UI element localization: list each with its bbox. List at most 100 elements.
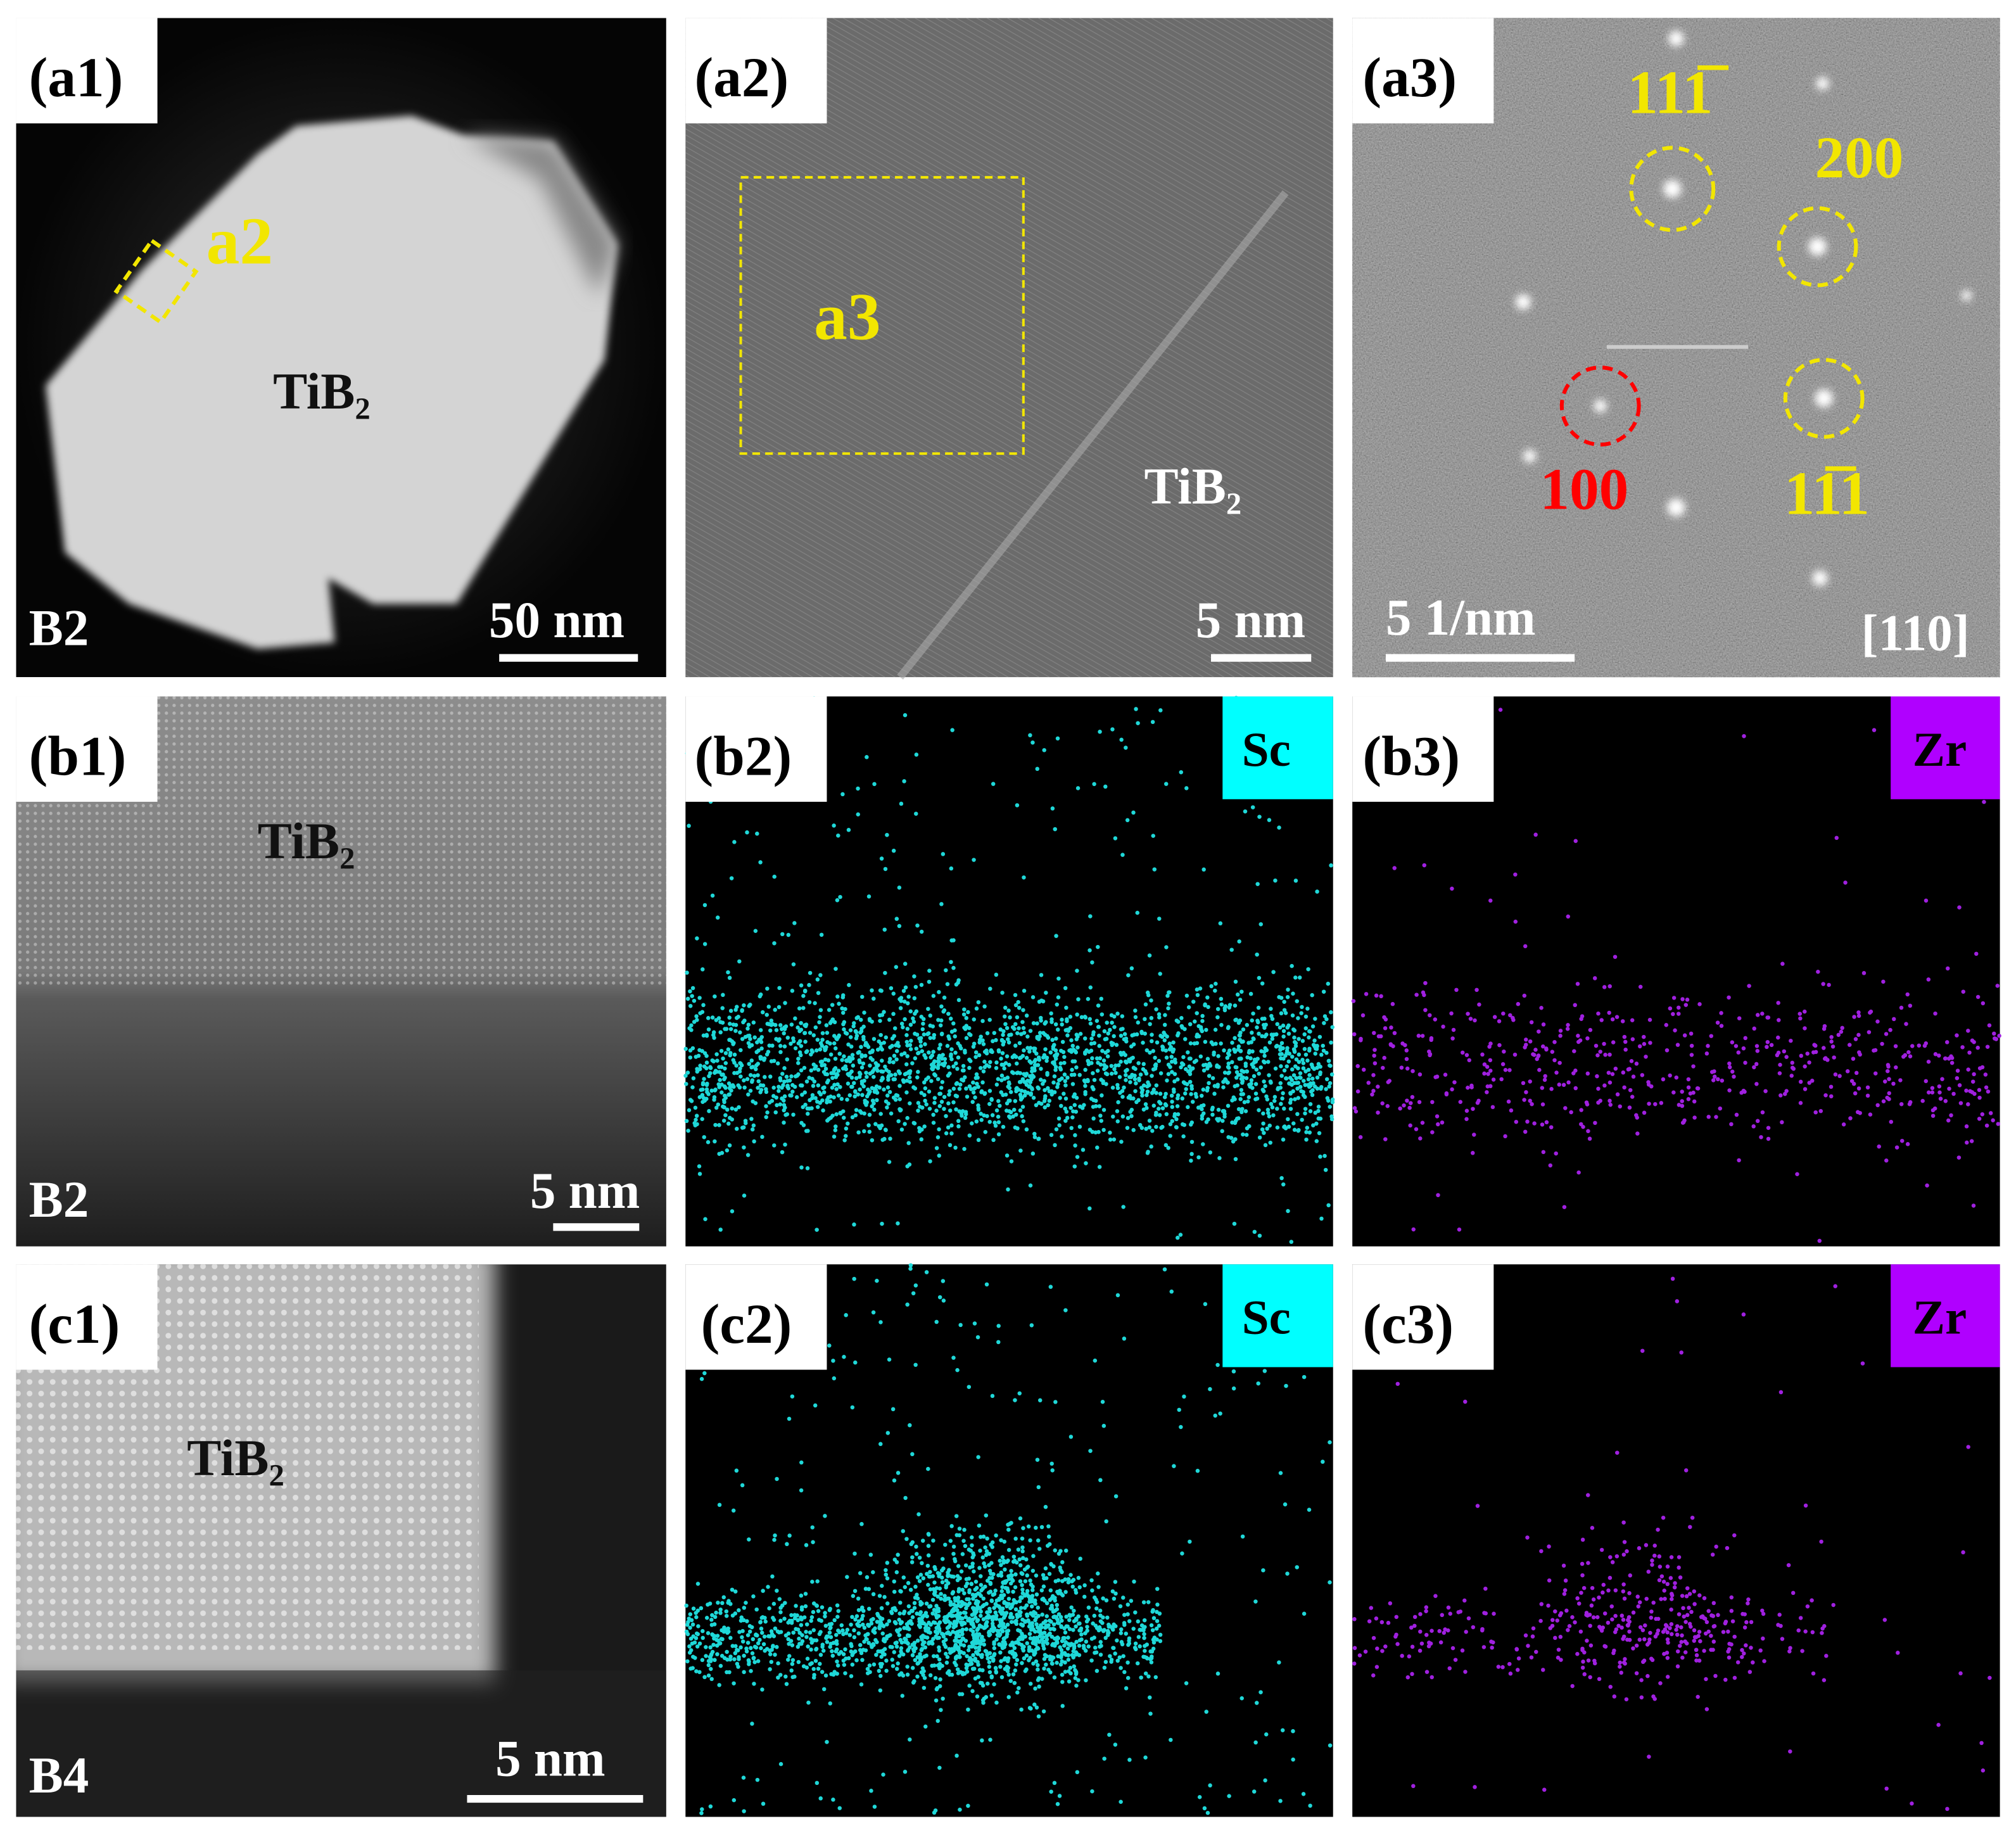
eds-dot xyxy=(701,1635,705,1640)
eds-dot xyxy=(1260,1127,1265,1132)
eds-dot xyxy=(846,1081,851,1086)
eds-dot xyxy=(1124,1631,1128,1636)
eds-dot xyxy=(941,1696,945,1701)
eds-dot xyxy=(720,1637,725,1642)
eds-dot xyxy=(1686,1097,1691,1101)
eds-dot xyxy=(1034,1705,1039,1710)
eds-dot xyxy=(970,1640,975,1645)
eds-dot xyxy=(956,1589,961,1594)
eds-dot xyxy=(1029,1582,1034,1587)
eds-dot xyxy=(1143,1625,1147,1629)
eds-dot xyxy=(823,1673,828,1678)
eds-dot xyxy=(980,1080,985,1085)
eds-dot xyxy=(903,713,908,718)
eds-dot xyxy=(854,1036,859,1041)
eds-dot xyxy=(916,1108,920,1113)
eds-dot xyxy=(990,1050,994,1055)
eds-dot xyxy=(1011,1672,1016,1677)
eds-dot xyxy=(902,999,907,1004)
eds-dot xyxy=(970,1543,974,1548)
eds-dot xyxy=(1642,1034,1646,1039)
eds-dot xyxy=(1279,996,1284,1000)
eds-dot xyxy=(706,1016,711,1020)
eds-dot xyxy=(750,1127,755,1132)
eds-dot xyxy=(910,1452,915,1457)
eds-dot xyxy=(1030,1588,1035,1592)
eds-dot xyxy=(951,1622,956,1627)
eds-dot xyxy=(1001,1042,1006,1047)
eds-dot xyxy=(1102,1756,1106,1761)
eds-dot xyxy=(1146,1150,1150,1154)
eds-dot xyxy=(903,1122,907,1126)
eds-dot xyxy=(1180,1551,1184,1556)
eds-dot xyxy=(944,1114,948,1119)
eds-dot xyxy=(992,1120,997,1125)
eds-dot xyxy=(963,1544,968,1549)
eds-dot xyxy=(1287,1051,1292,1056)
eds-dot xyxy=(709,1652,714,1656)
eds-dot xyxy=(856,1051,861,1055)
eds-dot xyxy=(920,1561,924,1566)
eds-dot xyxy=(1686,1085,1691,1090)
eds-dot xyxy=(1051,1594,1055,1599)
eds-dot xyxy=(1295,1086,1300,1091)
eds-dot xyxy=(1039,1625,1044,1630)
eds-dot xyxy=(1036,1667,1040,1672)
eds-dot xyxy=(1283,1011,1288,1015)
eds-dot xyxy=(740,1635,744,1640)
eds-dot xyxy=(1677,1103,1682,1107)
eds-dot xyxy=(1797,1012,1802,1016)
eds-dot xyxy=(1354,1109,1359,1114)
eds-dot xyxy=(701,1003,706,1008)
eds-dot xyxy=(687,1644,692,1649)
eds-dot xyxy=(1105,1615,1110,1620)
eds-dot xyxy=(1886,1064,1891,1069)
eds-dot xyxy=(1192,1060,1197,1064)
eds-dot xyxy=(865,1074,869,1079)
eds-dot xyxy=(979,1065,983,1070)
eds-dot xyxy=(854,1030,859,1034)
eds-dot xyxy=(1124,1039,1129,1044)
eds-dot xyxy=(906,1001,910,1006)
eds-dot xyxy=(1096,1003,1101,1008)
eds-dot xyxy=(778,1618,783,1623)
eds-dot xyxy=(1491,1077,1496,1082)
eds-dot xyxy=(999,1675,1005,1680)
eds-dot xyxy=(916,1101,921,1105)
eds-dot xyxy=(1056,1551,1062,1556)
eds-dot xyxy=(1102,1029,1107,1034)
eds-dot xyxy=(981,1596,986,1601)
eds-dot xyxy=(1261,1089,1266,1093)
eds-dot xyxy=(1727,1088,1732,1093)
eds-dot xyxy=(810,1525,815,1530)
eds-dot xyxy=(1050,1037,1055,1043)
eds-dot xyxy=(796,1025,800,1030)
eds-dot xyxy=(1361,1067,1366,1072)
eds-dot xyxy=(1977,1088,1982,1093)
eds-dot xyxy=(828,1635,834,1639)
eds-dot xyxy=(1829,1035,1834,1039)
eds-dot xyxy=(938,1023,943,1028)
eds-dot xyxy=(967,1684,972,1688)
eds-dot xyxy=(928,1570,932,1575)
eds-dot xyxy=(1020,1587,1025,1592)
eds-dot xyxy=(1115,1119,1120,1124)
eds-dot xyxy=(979,1112,983,1116)
eds-dot xyxy=(1205,995,1210,1000)
eds-dot xyxy=(785,1079,790,1083)
panel-a2 xyxy=(685,18,1333,680)
eds-dot xyxy=(717,1152,721,1156)
eds-dot xyxy=(850,1084,854,1089)
eds-dot xyxy=(816,991,821,995)
eds-dot xyxy=(1966,1067,1970,1072)
eds-dot xyxy=(813,1025,818,1030)
eds-dot xyxy=(1036,1485,1041,1490)
eds-dot xyxy=(1272,1094,1277,1100)
eds-dot xyxy=(712,1095,717,1100)
eds-dot xyxy=(1207,1081,1211,1086)
eds-dot xyxy=(1673,1028,1677,1033)
eds-dot xyxy=(801,1123,806,1127)
eds-dot xyxy=(1318,1064,1322,1069)
eds-dot xyxy=(844,1126,849,1131)
eds-dot xyxy=(1006,1596,1011,1601)
